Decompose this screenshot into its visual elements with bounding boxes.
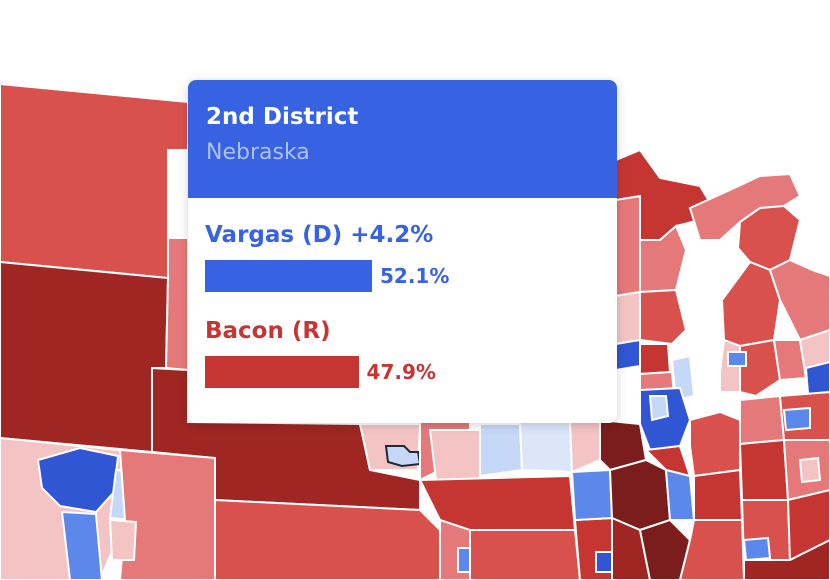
district-illinois-2[interactable]	[664, 468, 696, 521]
candidate-row-dem: 52.1%	[205, 260, 617, 292]
district-title: 2nd District	[206, 104, 359, 130]
district-indiana-3[interactable]	[739, 394, 786, 446]
district-colorado-7[interactable]	[60, 510, 104, 580]
district-ohio-1[interactable]	[742, 536, 772, 562]
district-colorado-8b[interactable]	[108, 518, 138, 561]
district-michigan-5[interactable]	[768, 258, 830, 342]
district-minnesota-2[interactable]	[615, 290, 641, 346]
district-minnesota-7[interactable]	[615, 194, 641, 298]
district-ohio-3b[interactable]	[798, 456, 822, 484]
district-ohio-9[interactable]	[782, 406, 811, 432]
district-tooltip: 2nd District Nebraska Vargas (D) +4.2% 5…	[188, 80, 617, 423]
district-wisconsin-3b[interactable]	[639, 343, 672, 376]
district-michigan-12[interactable]	[804, 360, 830, 396]
district-iowa-3[interactable]	[428, 429, 481, 481]
district-ohio-se[interactable]	[786, 488, 830, 562]
vote-share-pct-dem: 52.1%	[380, 264, 450, 288]
candidate-row-rep: 47.9%	[205, 356, 617, 388]
district-indiana-1[interactable]	[689, 410, 741, 478]
state-subtitle: Nebraska	[206, 140, 310, 165]
district-missouri-1b[interactable]	[595, 551, 613, 573]
district-kentucky[interactable]	[743, 538, 830, 580]
candidate-label-dem: Vargas (D) +4.2%	[205, 222, 434, 248]
district-illinois-11[interactable]	[648, 395, 670, 422]
district-indiana-south[interactable]	[678, 519, 746, 580]
district-wisconsin-3[interactable]	[639, 288, 688, 346]
tooltip-body: Vargas (D) +4.2% 52.1% Bacon (R) 47.9%	[188, 198, 617, 388]
district-illinois-17[interactable]	[570, 468, 614, 522]
district-minnesota-5[interactable]	[615, 338, 641, 372]
candidate-label-rep: Bacon (R)	[205, 318, 331, 344]
district-michigan-9[interactable]	[727, 351, 747, 367]
district-iowa-2[interactable]	[479, 423, 524, 478]
vote-share-pct-rep: 47.9%	[366, 360, 436, 384]
district-wyoming[interactable]	[0, 260, 170, 454]
lake-michigan	[686, 240, 730, 410]
district-illinois-15[interactable]	[608, 458, 672, 532]
district-colorado-east[interactable]	[118, 448, 216, 580]
district-michigan-7[interactable]	[739, 338, 782, 398]
district-colorado-2[interactable]	[36, 446, 120, 514]
district-iowa-1[interactable]	[518, 419, 574, 474]
district-south-dakota-east[interactable]	[164, 237, 189, 372]
district-ohio-4[interactable]	[738, 438, 790, 501]
district-missouri-south[interactable]	[469, 529, 582, 580]
vote-share-bar-dem	[205, 260, 372, 292]
tooltip-header: 2nd District Nebraska	[188, 80, 617, 198]
vote-share-bar-rep	[205, 356, 359, 388]
district-missouri-6[interactable]	[418, 474, 577, 531]
district-montana[interactable]	[0, 82, 189, 280]
district-iowa-1b[interactable]	[568, 419, 601, 474]
district-kansas[interactable]	[214, 498, 441, 580]
district-indiana-7[interactable]	[693, 468, 744, 521]
district-minnesota-8[interactable]	[615, 148, 714, 241]
